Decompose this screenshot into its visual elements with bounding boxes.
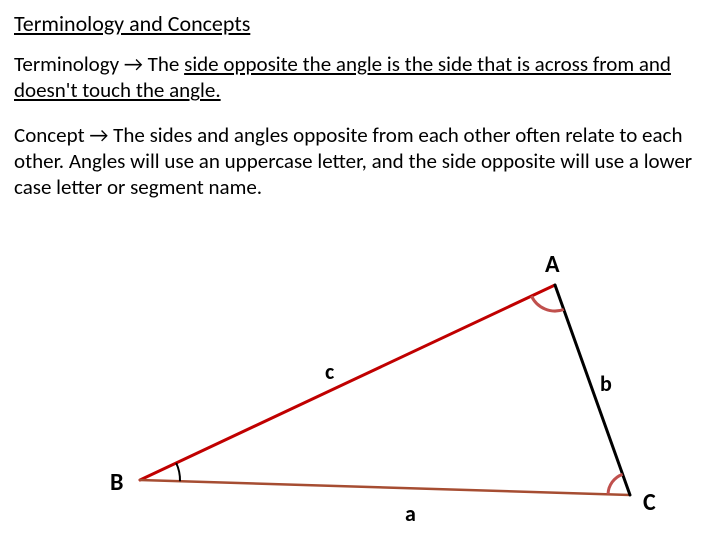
terminology-paragraph: Terminology → The side opposite the angl… (14, 51, 706, 104)
side-label-b: b (600, 370, 612, 397)
triangle-diagram: A B Cc a b (0, 250, 720, 540)
vertex-label-B: B (110, 468, 123, 497)
concept-paragraph: Concept → The sides and angles opposite … (14, 122, 706, 201)
side-label-a: a (405, 500, 416, 527)
concept-body: The sides and angles opposite from each … (14, 122, 692, 201)
angle-arc-B (176, 463, 180, 481)
angle-arc-C (608, 474, 623, 494)
page-title: Terminology and Concepts (14, 10, 706, 37)
concept-lead: Concept → (14, 122, 113, 148)
triangle-svg (0, 250, 720, 540)
side-label-c: c (325, 358, 334, 385)
vertex-label-C: C (643, 488, 656, 517)
terminology-lead: Terminology → (14, 51, 148, 77)
side-b (555, 285, 630, 495)
vertex-label-A: A (545, 250, 560, 279)
side-c (140, 285, 555, 480)
terminology-body-a: The (148, 51, 184, 77)
side-a (140, 480, 630, 495)
